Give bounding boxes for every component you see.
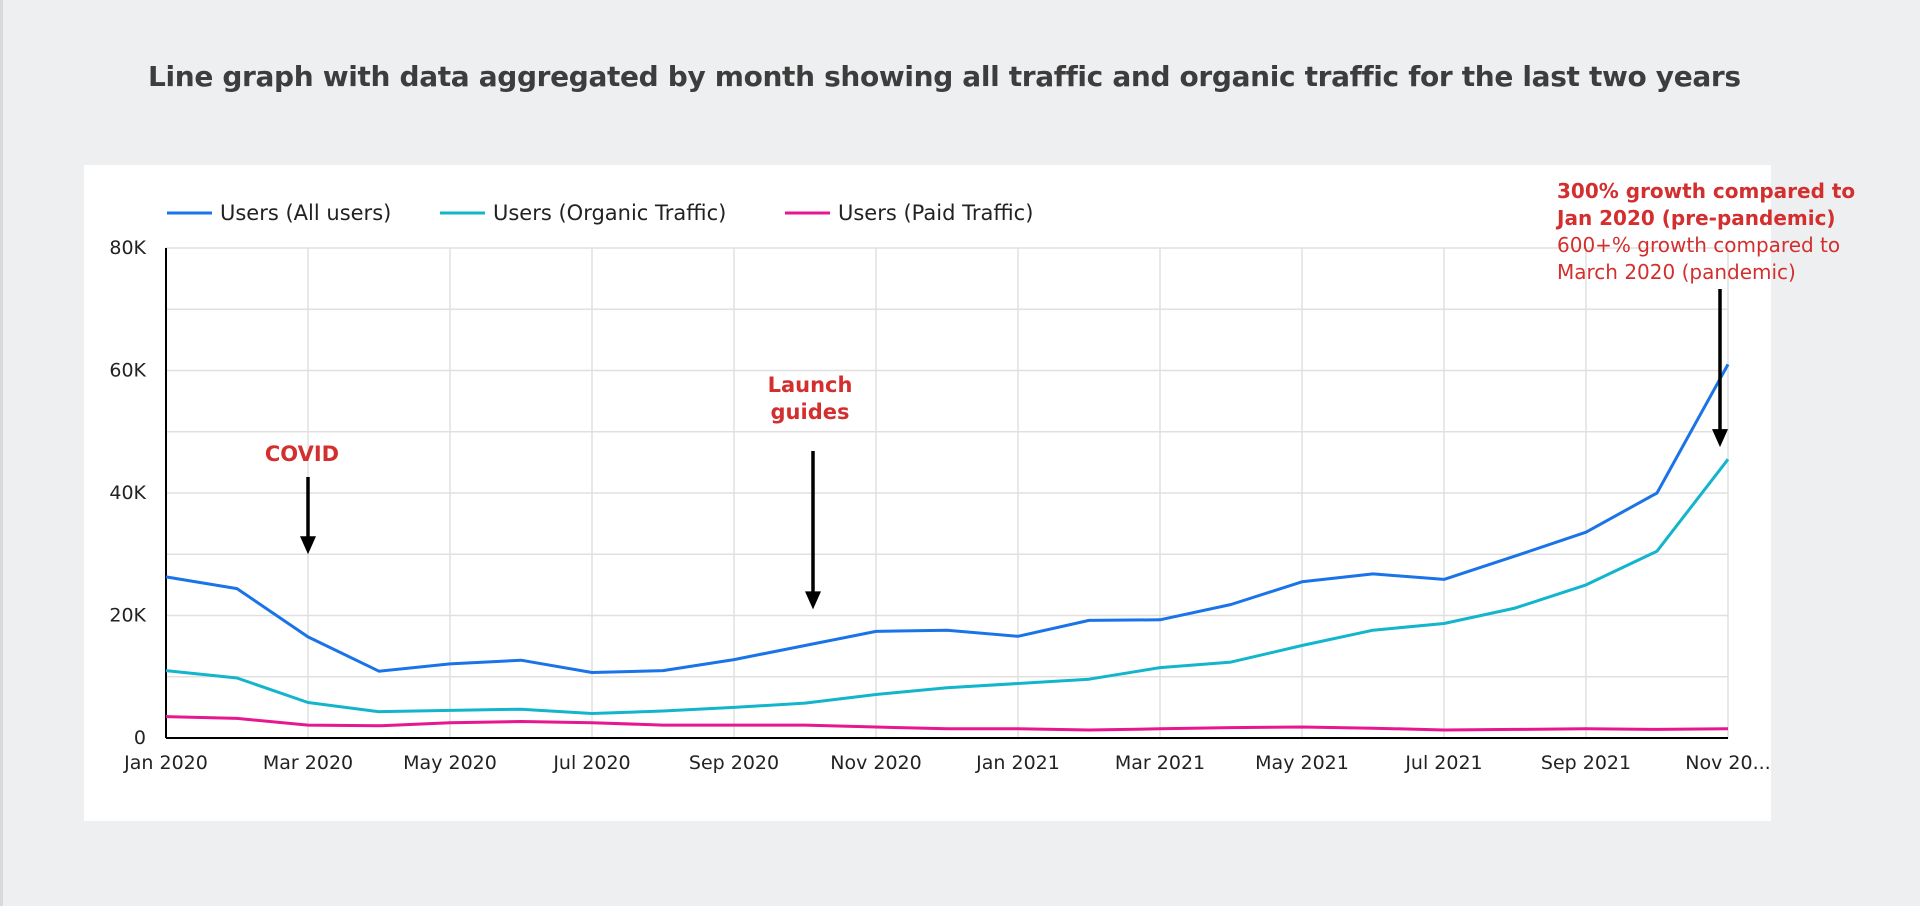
annotation-label: Launch (768, 373, 853, 397)
y-tick-label: 80K (109, 237, 146, 259)
x-tick-label: Jan 2020 (123, 752, 208, 774)
y-tick-label: 0 (134, 727, 146, 749)
window-left-edge (0, 0, 3, 906)
x-tick-label: May 2021 (1255, 752, 1349, 774)
annotations: COVID Launch guides 300% growth compared to… (265, 179, 1855, 610)
x-tick-label: Sep 2021 (1541, 752, 1631, 774)
y-axis-ticks: 0 20K 40K 60K 80K (109, 237, 146, 749)
series-line-2 (165, 715, 1729, 732)
y-tick-label: 60K (109, 360, 146, 382)
x-tick-label: Sep 2020 (689, 752, 779, 774)
annotation-label: 300% growth compared to (1557, 179, 1855, 203)
y-tick-label: 40K (109, 482, 146, 504)
annotation-label: Jan 2020 (pre-pandemic) (1555, 206, 1836, 230)
chart-card: 0 20K 40K 60K 80K Jan 2020 Mar 2020 May 2020 Ju… (84, 165, 1855, 821)
legend: Users (All users) Users (Organic Traffic)… (167, 201, 1033, 225)
line-chart: 0 20K 40K 60K 80K Jan 2020 Mar 2020 May 2020 Ju… (109, 179, 1855, 774)
grid-lines (166, 247, 1729, 738)
annotation-label: 600+% growth compared to (1557, 233, 1840, 257)
x-tick-label: Jan 2021 (975, 752, 1060, 774)
annotation-arrow-head (300, 536, 316, 555)
legend-label: Users (Organic Traffic) (493, 201, 726, 225)
legend-label: Users (All users) (220, 201, 391, 225)
page-title: Line graph with data aggregated by month… (148, 60, 1741, 93)
series-line-0 (165, 363, 1730, 674)
annotation-label: March 2020 (pandemic) (1557, 260, 1796, 284)
annotation-label: guides (771, 400, 850, 424)
annotation-arrow-head (1712, 429, 1728, 448)
x-tick-label: Mar 2021 (1115, 752, 1205, 774)
x-tick-label: Jul 2021 (1404, 752, 1482, 774)
annotation-arrow-head (805, 591, 821, 610)
y-tick-label: 20K (109, 605, 146, 627)
series-line-1 (165, 458, 1730, 715)
legend-label: Users (Paid Traffic) (838, 201, 1033, 225)
x-tick-label: Nov 20... (1685, 752, 1770, 774)
axes (165, 248, 1728, 739)
x-tick-label: Nov 2020 (830, 752, 921, 774)
x-tick-label: Mar 2020 (263, 752, 353, 774)
x-tick-label: Jul 2020 (552, 752, 630, 774)
series-lines (165, 363, 1730, 732)
annotation-label: COVID (265, 442, 339, 466)
x-axis-ticks: Jan 2020 Mar 2020 May 2020 Jul 2020 Sep 2020… (123, 752, 1771, 774)
x-tick-label: May 2020 (403, 752, 497, 774)
